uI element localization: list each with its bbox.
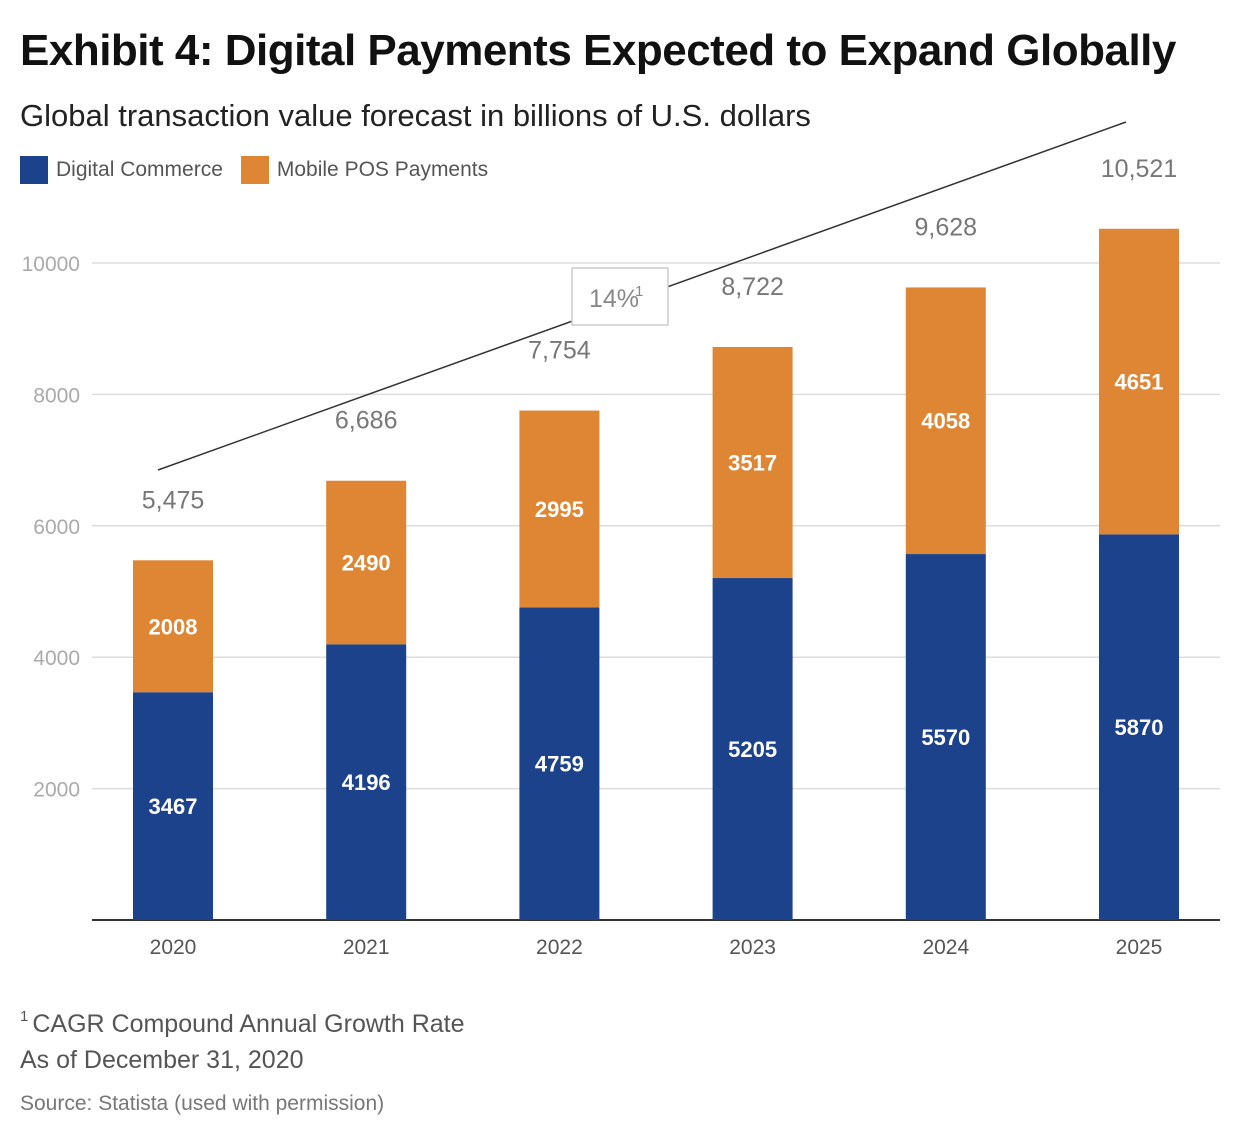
x-tick-label-2021: 2021: [343, 936, 390, 959]
bar-mobile-pos-2024: [905, 287, 986, 555]
footnote: 1 CAGR Compound Annual Growth Rate: [20, 1008, 465, 1039]
y-tick-label-10000: 10000: [22, 253, 80, 276]
bar-digital-commerce-2024: [905, 554, 986, 920]
source-note: Source: Statista (used with permission): [20, 1092, 385, 1115]
y-tick-label-4000: 4000: [33, 647, 80, 670]
data-label-mobile-pos-2022: 2995: [535, 497, 584, 522]
data-label-mobile-pos-2025: 4651: [1115, 370, 1164, 395]
cagr-label: 14%: [589, 285, 639, 313]
legend: Digital Commerce Mobile POS Payments: [20, 156, 506, 184]
y-tick-label-6000: 6000: [33, 516, 80, 539]
footnote-text: CAGR Compound Annual Growth Rate: [32, 1010, 465, 1038]
y-tick-label-2000: 2000: [33, 779, 80, 802]
x-tick-label-2020: 2020: [150, 936, 197, 959]
total-label-2021: 6,686: [335, 407, 398, 435]
legend-label-mobile-pos: Mobile POS Payments: [276, 158, 489, 181]
x-tick-label-2023: 2023: [729, 936, 776, 959]
data-label-digital-commerce-2021: 4196: [342, 770, 391, 795]
legend-swatch-digital-commerce: [20, 156, 48, 184]
bar-mobile-pos-2025: [1099, 228, 1179, 535]
bar-mobile-pos-2021: [326, 480, 407, 645]
data-label-digital-commerce-2023: 5205: [728, 737, 777, 762]
total-label-2020: 5,475: [142, 486, 205, 514]
bar-digital-commerce-2022: [519, 607, 600, 920]
legend-swatch-mobile-pos: [240, 156, 269, 184]
footnote-marker: 1: [20, 1008, 29, 1025]
x-tick-label-2025: 2025: [1116, 936, 1163, 959]
total-label-2025: 10,521: [1101, 155, 1177, 183]
chart-subtitle: Global transaction value forecast in bil…: [20, 98, 811, 133]
data-label-mobile-pos-2020: 2008: [149, 614, 198, 639]
bar-mobile-pos-2020: [133, 560, 213, 693]
chart-title: Exhibit 4: Digital Payments Expected to …: [20, 26, 1176, 75]
data-label-digital-commerce-2020: 3467: [149, 794, 198, 819]
stacked-bar-chart: 2000 4000 6000 8000 10000 3467 2008 5,475 2020 41…: [22, 121, 1220, 959]
data-label-mobile-pos-2021: 2490: [342, 551, 391, 576]
y-tick-label-8000: 8000: [33, 384, 80, 407]
x-tick-label-2022: 2022: [536, 936, 583, 959]
cagr-footnote-marker: 1: [635, 283, 643, 300]
legend-item-mobile-pos: Mobile POS Payments: [240, 156, 489, 184]
bar-mobile-pos-2022: [519, 410, 600, 608]
total-label-2023: 8,722: [721, 273, 784, 301]
data-label-mobile-pos-2024: 4058: [921, 409, 970, 434]
x-tick-label-2024: 2024: [922, 936, 969, 959]
as-of-date: As of December 31, 2020: [20, 1046, 304, 1074]
bar-mobile-pos-2023: [712, 346, 793, 579]
total-label-2022: 7,754: [528, 337, 591, 365]
data-label-mobile-pos-2023: 3517: [728, 450, 777, 475]
data-label-digital-commerce-2025: 5870: [1115, 715, 1164, 740]
bar-digital-commerce-2021: [326, 644, 407, 920]
data-label-digital-commerce-2024: 5570: [921, 725, 970, 750]
legend-label-digital-commerce: Digital Commerce: [56, 158, 223, 181]
bar-digital-commerce-2023: [712, 578, 793, 920]
legend-item-digital-commerce: Digital Commerce: [20, 156, 223, 184]
bar-digital-commerce-2025: [1099, 534, 1179, 920]
data-label-digital-commerce-2022: 4759: [535, 752, 584, 777]
total-label-2024: 9,628: [915, 213, 978, 241]
cagr-label-box: [571, 267, 669, 326]
bar-digital-commerce-2020: [133, 692, 213, 920]
